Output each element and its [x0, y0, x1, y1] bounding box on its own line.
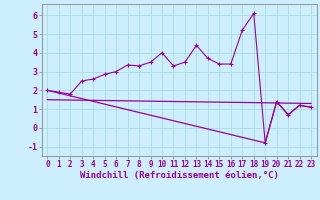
X-axis label: Windchill (Refroidissement éolien,°C): Windchill (Refroidissement éolien,°C)	[80, 171, 279, 180]
